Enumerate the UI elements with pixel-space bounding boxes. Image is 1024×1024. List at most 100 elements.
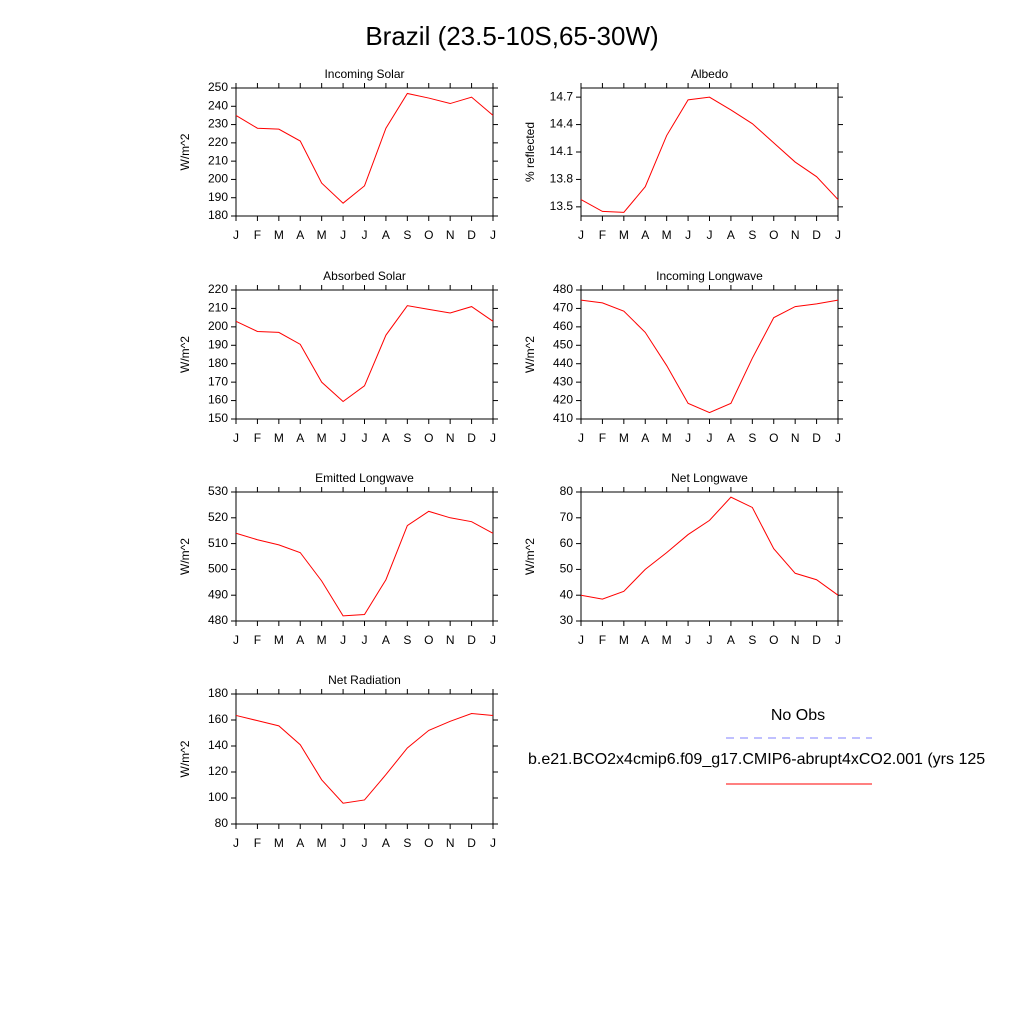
- y-tick-label: 480: [208, 613, 228, 627]
- x-tick-label: S: [403, 228, 411, 242]
- y-tick-label: 240: [208, 98, 228, 112]
- x-tick-label: J: [835, 228, 841, 242]
- data-line: [235, 712, 494, 804]
- x-tick-label: M: [619, 431, 629, 445]
- x-tick-label: F: [599, 431, 606, 445]
- x-tick-label: M: [662, 431, 672, 445]
- y-tick-label: 13.5: [550, 199, 574, 213]
- x-tick-label: D: [467, 431, 476, 445]
- x-tick-label: J: [578, 633, 584, 647]
- x-tick-label: A: [296, 836, 304, 850]
- data-line: [580, 96, 839, 213]
- x-tick-label: J: [362, 633, 368, 647]
- x-tick-label: J: [835, 633, 841, 647]
- y-tick-label: 210: [208, 153, 228, 167]
- data-line: [235, 92, 494, 204]
- y-tick-label: 200: [208, 319, 228, 333]
- y-tick-label: 120: [208, 764, 228, 778]
- y-tick-label: 430: [553, 374, 573, 388]
- x-tick-label: J: [707, 228, 713, 242]
- y-tick-label: 14.4: [550, 117, 574, 131]
- y-axis-label: W/m^2: [523, 336, 537, 373]
- x-tick-label: A: [641, 431, 649, 445]
- y-tick-label: 220: [208, 282, 228, 296]
- x-tick-label: F: [254, 228, 261, 242]
- x-tick-label: A: [382, 228, 390, 242]
- x-tick-label: J: [490, 836, 496, 850]
- y-tick-label: 180: [208, 356, 228, 370]
- x-tick-label: J: [340, 633, 346, 647]
- y-tick-label: 220: [208, 135, 228, 149]
- y-tick-label: 180: [208, 686, 228, 700]
- x-tick-label: M: [619, 633, 629, 647]
- x-tick-label: A: [296, 228, 304, 242]
- y-tick-label: 60: [560, 536, 574, 550]
- y-tick-label: 530: [208, 484, 228, 498]
- x-tick-label: J: [233, 431, 239, 445]
- y-tick-label: 460: [553, 319, 573, 333]
- x-tick-label: M: [274, 228, 284, 242]
- panel-title: Incoming Solar: [324, 67, 404, 81]
- x-tick-label: J: [340, 228, 346, 242]
- x-tick-label: A: [727, 431, 735, 445]
- x-tick-label: J: [362, 228, 368, 242]
- x-tick-label: J: [707, 431, 713, 445]
- x-tick-label: D: [467, 228, 476, 242]
- y-tick-label: 40: [560, 587, 574, 601]
- y-tick-label: 14.7: [550, 89, 574, 103]
- x-tick-label: J: [685, 633, 691, 647]
- x-tick-label: D: [467, 633, 476, 647]
- x-tick-label: A: [382, 431, 390, 445]
- plot-frame: [235, 87, 494, 217]
- y-tick-label: 30: [560, 613, 574, 627]
- y-tick-label: 13.8: [550, 172, 574, 186]
- y-axis-label: W/m^2: [178, 740, 192, 777]
- x-tick-label: M: [317, 431, 327, 445]
- x-tick-label: O: [769, 228, 778, 242]
- x-tick-label: J: [233, 836, 239, 850]
- panel-title: Net Longwave: [671, 471, 748, 485]
- panel: Incoming Solar W/m^2 180 190 200 210 220 230 240…: [178, 67, 498, 242]
- x-tick-label: J: [490, 633, 496, 647]
- data-line: [235, 305, 494, 403]
- y-tick-label: 470: [553, 301, 573, 315]
- x-tick-label: D: [467, 836, 476, 850]
- y-tick-label: 50: [560, 562, 574, 576]
- x-tick-label: D: [812, 633, 821, 647]
- x-tick-label: J: [685, 431, 691, 445]
- y-tick-label: 190: [208, 190, 228, 204]
- x-tick-label: A: [296, 431, 304, 445]
- y-tick-label: 450: [553, 337, 573, 351]
- panel: Absorbed Solar W/m^2 150 160 170 180 190 200 210…: [178, 269, 498, 445]
- x-tick-label: N: [446, 633, 455, 647]
- y-tick-label: 70: [560, 510, 574, 524]
- x-tick-label: S: [403, 431, 411, 445]
- x-tick-label: J: [490, 431, 496, 445]
- y-tick-label: 80: [215, 816, 229, 830]
- y-axis-label: W/m^2: [523, 538, 537, 575]
- x-tick-label: F: [254, 836, 261, 850]
- x-tick-label: J: [340, 836, 346, 850]
- x-tick-label: M: [274, 431, 284, 445]
- y-tick-label: 480: [553, 282, 573, 296]
- x-tick-label: J: [835, 431, 841, 445]
- panel-title: Albedo: [691, 67, 729, 81]
- x-tick-label: J: [233, 633, 239, 647]
- x-tick-label: F: [254, 633, 261, 647]
- x-tick-label: N: [791, 431, 800, 445]
- x-tick-label: M: [274, 633, 284, 647]
- x-tick-label: A: [382, 836, 390, 850]
- x-tick-label: N: [446, 836, 455, 850]
- x-tick-label: J: [490, 228, 496, 242]
- y-tick-label: 500: [208, 562, 228, 576]
- x-tick-label: O: [424, 633, 433, 647]
- y-tick-label: 510: [208, 536, 228, 550]
- legend-label: No Obs: [771, 707, 825, 724]
- panel-title: Absorbed Solar: [323, 269, 406, 283]
- x-tick-label: F: [254, 431, 261, 445]
- x-tick-label: D: [812, 431, 821, 445]
- y-tick-label: 520: [208, 510, 228, 524]
- x-tick-label: S: [403, 633, 411, 647]
- x-tick-label: S: [748, 228, 756, 242]
